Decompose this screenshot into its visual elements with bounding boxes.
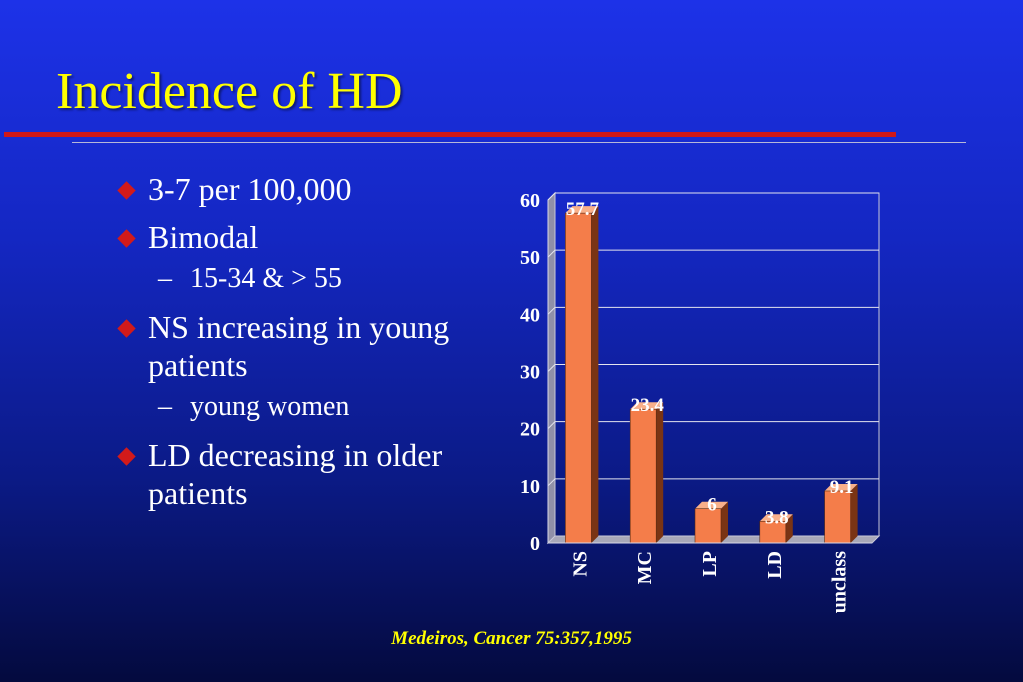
bar bbox=[824, 490, 851, 544]
y-tick-label: 10 bbox=[520, 476, 540, 498]
citation: Medeiros, Cancer 75:357,1995 bbox=[391, 628, 632, 649]
y-tick-label: 0 bbox=[530, 533, 540, 555]
sub-bullet-text: 15-34 & > 55 bbox=[190, 263, 342, 294]
bullet-text: NS increasing in young patients bbox=[148, 309, 450, 383]
data-label: 23.4 bbox=[631, 395, 665, 416]
bar-side bbox=[850, 483, 858, 543]
bar-side bbox=[656, 402, 664, 543]
data-label: 3.8 bbox=[765, 507, 789, 528]
data-label: 6 bbox=[707, 495, 717, 516]
bar bbox=[565, 212, 592, 544]
x-tick-label: LP bbox=[699, 551, 721, 577]
bar-side bbox=[785, 514, 793, 543]
bar bbox=[694, 508, 722, 544]
bullet-text: 3-7 per 100,000 bbox=[148, 171, 352, 207]
title-underline bbox=[4, 132, 896, 137]
gridline bbox=[547, 306, 879, 315]
gridline bbox=[547, 478, 879, 487]
bar-top bbox=[630, 402, 664, 410]
gridline bbox=[547, 249, 879, 258]
bullet-item: Bimodal bbox=[117, 218, 458, 256]
y-tick-label: 60 bbox=[520, 190, 540, 212]
bullet-item: NS increasing in young patients bbox=[117, 308, 458, 384]
bar-side bbox=[721, 501, 728, 543]
x-tick-label: MC bbox=[634, 551, 656, 584]
slide-title: Incidence of HD bbox=[56, 63, 403, 120]
y-tick-label: 20 bbox=[520, 419, 540, 441]
dash-bullet-icon: – bbox=[158, 391, 172, 422]
y-tick-label: 50 bbox=[520, 247, 540, 269]
bullet-item: 3-7 per 100,000 bbox=[117, 170, 458, 208]
bullet-list: 3-7 per 100,000 Bimodal – 15-34 & > 55 N… bbox=[117, 170, 458, 522]
bar-top bbox=[565, 206, 599, 214]
y-tick-label: 30 bbox=[520, 362, 540, 384]
bar-top bbox=[695, 501, 728, 509]
gridline bbox=[547, 192, 879, 201]
bar bbox=[629, 408, 657, 544]
x-tick-label: LD bbox=[764, 551, 786, 579]
dash-bullet-icon: – bbox=[158, 263, 172, 294]
gridline bbox=[547, 421, 879, 430]
x-tick-label: NS bbox=[569, 551, 591, 577]
bar-top bbox=[824, 483, 858, 491]
bullet-text: Bimodal bbox=[148, 219, 259, 255]
sub-bullet-item: – young women bbox=[118, 390, 458, 424]
bar-side bbox=[591, 206, 599, 544]
bullet-item: LD decreasing in older patients bbox=[117, 436, 458, 512]
gridline bbox=[547, 364, 879, 372]
y-tick-label: 40 bbox=[520, 304, 540, 326]
x-tick-label: unclass bbox=[829, 551, 851, 613]
title-divider bbox=[72, 142, 966, 143]
sub-bullet-text: young women bbox=[190, 391, 350, 422]
bar-top bbox=[759, 514, 793, 522]
sub-bullet-item: – 15-34 & > 55 bbox=[118, 262, 458, 296]
data-label: 57.7 bbox=[566, 199, 600, 220]
bullet-text: LD decreasing in older patients bbox=[148, 437, 443, 511]
data-label: 9.1 bbox=[830, 477, 854, 498]
